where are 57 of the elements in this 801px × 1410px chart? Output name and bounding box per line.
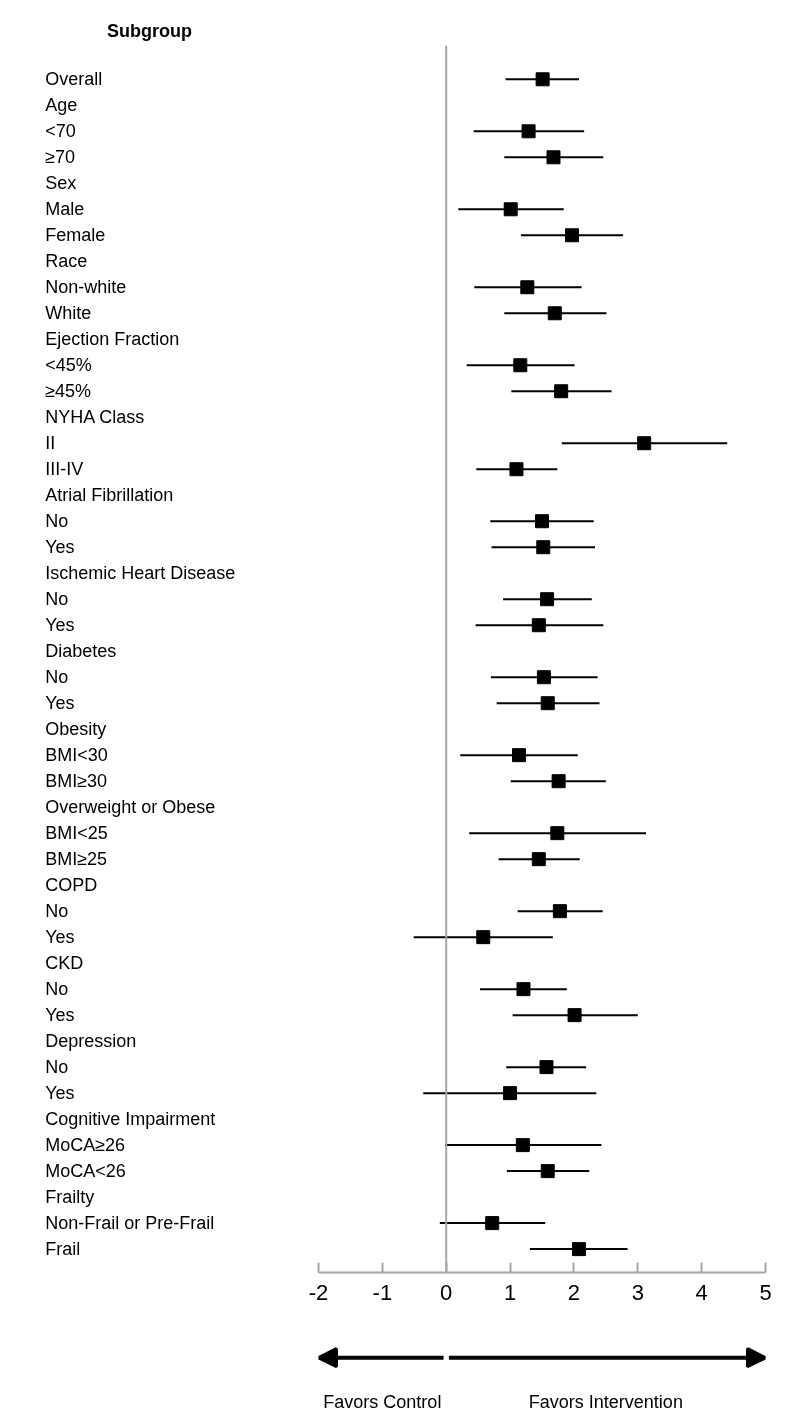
y-tick-label: BMI<30: [45, 745, 108, 766]
y-tick-label: <45%: [45, 355, 92, 376]
x-tick-label: 4: [695, 1279, 708, 1305]
y-tick-label: No: [45, 901, 69, 922]
x-tick-label: 1: [503, 1279, 517, 1305]
y-tick-label: White: [45, 303, 92, 324]
x-tick-label: 3: [631, 1279, 644, 1305]
y-tick-label: NYHA Class: [45, 407, 145, 428]
x-tick-label: -1: [372, 1279, 393, 1305]
y-tick-label: ≥70: [45, 147, 76, 168]
y-tick-label: Overweight or Obese: [45, 797, 216, 818]
y-tick-label: No: [45, 1057, 69, 1078]
y-tick-label: Overall: [45, 69, 103, 90]
y-tick-label: Yes: [45, 537, 75, 558]
y-tick-label: Ejection Fraction: [45, 329, 180, 350]
y-tick-label: Age: [45, 95, 78, 116]
y-tick-label: Frailty: [45, 1187, 95, 1208]
y-tick-label: Male: [45, 199, 85, 220]
x-tick-label: -2: [308, 1279, 329, 1305]
y-tick-label: Yes: [45, 1083, 75, 1104]
y-tick-label: ≥45%: [45, 381, 92, 402]
x-tick-label: 2: [567, 1279, 581, 1305]
y-tick-label: Race: [45, 251, 88, 272]
y-tick-label: BMI≥25: [45, 849, 108, 870]
y-tick-label: Atrial Fibrillation: [45, 485, 174, 506]
y-tick-label: Yes: [45, 1005, 75, 1026]
y-tick-label: Depression: [45, 1031, 137, 1052]
y-tick-label: Frail: [45, 1239, 81, 1260]
y-tick-label: No: [45, 979, 69, 1000]
y-tick-label: Sex: [45, 173, 77, 194]
y-tick-label: Diabetes: [45, 641, 117, 662]
y-tick-label: No: [45, 589, 69, 610]
x-tick-label: 0: [440, 1279, 453, 1305]
y-tick-label: Non-Frail or Pre-Frail: [45, 1213, 215, 1234]
y-tick-label: Yes: [45, 927, 75, 948]
text: Favors Intervention: [528, 1391, 683, 1410]
y-tick-label: Yes: [45, 693, 75, 714]
text: Favors Control: [323, 1391, 442, 1410]
y-tick-label: MoCA≥26: [45, 1135, 126, 1156]
y-tick-label: No: [45, 511, 69, 532]
y-tick-label: BMI<25: [45, 823, 108, 844]
y-tick-label: III-IV: [45, 459, 84, 480]
y-tick-label: Female: [45, 225, 106, 246]
y-tick-label: Obesity: [45, 719, 107, 740]
y-tick-label: <70: [45, 121, 76, 142]
y-tick-label: Ischemic Heart Disease: [45, 563, 236, 584]
y-tick-label: BMI≥30: [45, 771, 108, 792]
y-tick-label: Yes: [45, 615, 75, 636]
x-tick-label: 5: [759, 1279, 772, 1305]
y-tick-label: Cognitive Impairment: [45, 1109, 216, 1130]
y-tick-label: No: [45, 667, 69, 688]
y-tick-label: II: [45, 433, 56, 454]
y-tick-label: MoCA<26: [45, 1161, 126, 1182]
y-tick-label: CKD: [45, 953, 84, 974]
y-tick-label: COPD: [45, 875, 98, 896]
y-axis-title: Subgroup: [107, 20, 192, 41]
y-tick-label: Non-white: [45, 277, 127, 298]
